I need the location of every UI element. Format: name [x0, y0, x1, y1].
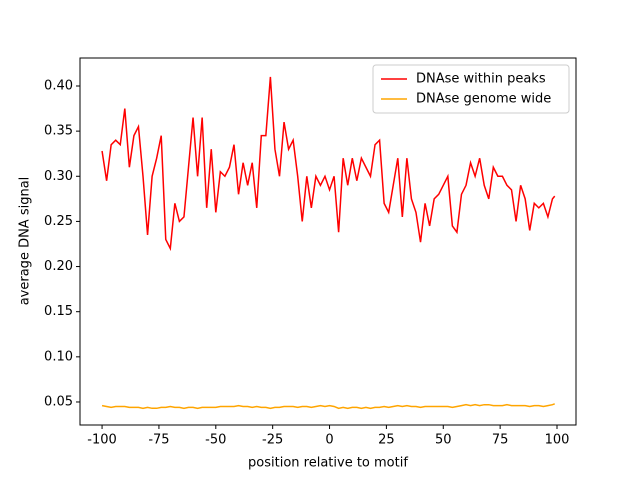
y-tick-label: 0.25	[44, 214, 73, 229]
y-tick-label: 0.40	[44, 78, 73, 93]
y-tick-label: 0.15	[44, 304, 73, 319]
legend-box	[372, 64, 570, 114]
x-tick-label: 50	[435, 433, 452, 448]
x-tick-label: -75	[148, 433, 169, 448]
x-tick-label: 100	[545, 433, 570, 448]
y-tick-label: 0.05	[44, 394, 73, 409]
x-tick-label: -50	[205, 433, 226, 448]
line-series	[101, 403, 556, 410]
legend-label: DNAse genome wide	[416, 92, 551, 107]
y-tick-label: 0.20	[44, 259, 73, 274]
x-axis-label: position relative to motif	[248, 456, 408, 471]
x-tick-label: 75	[492, 433, 509, 448]
y-tick-label: 0.35	[44, 124, 73, 139]
y-tick-label: 0.10	[44, 349, 73, 364]
y-axis-label: average DNA signal	[18, 177, 33, 306]
y-tick-label: 0.30	[44, 169, 73, 184]
line-series	[101, 76, 556, 252]
x-tick-label: 25	[378, 433, 395, 448]
x-tick-label: 0	[325, 433, 333, 448]
plot-frame	[79, 57, 577, 426]
x-tick-label: -25	[262, 433, 283, 448]
x-tick-label: -100	[87, 433, 117, 448]
legend-label: DNAse within peaks	[416, 72, 546, 87]
